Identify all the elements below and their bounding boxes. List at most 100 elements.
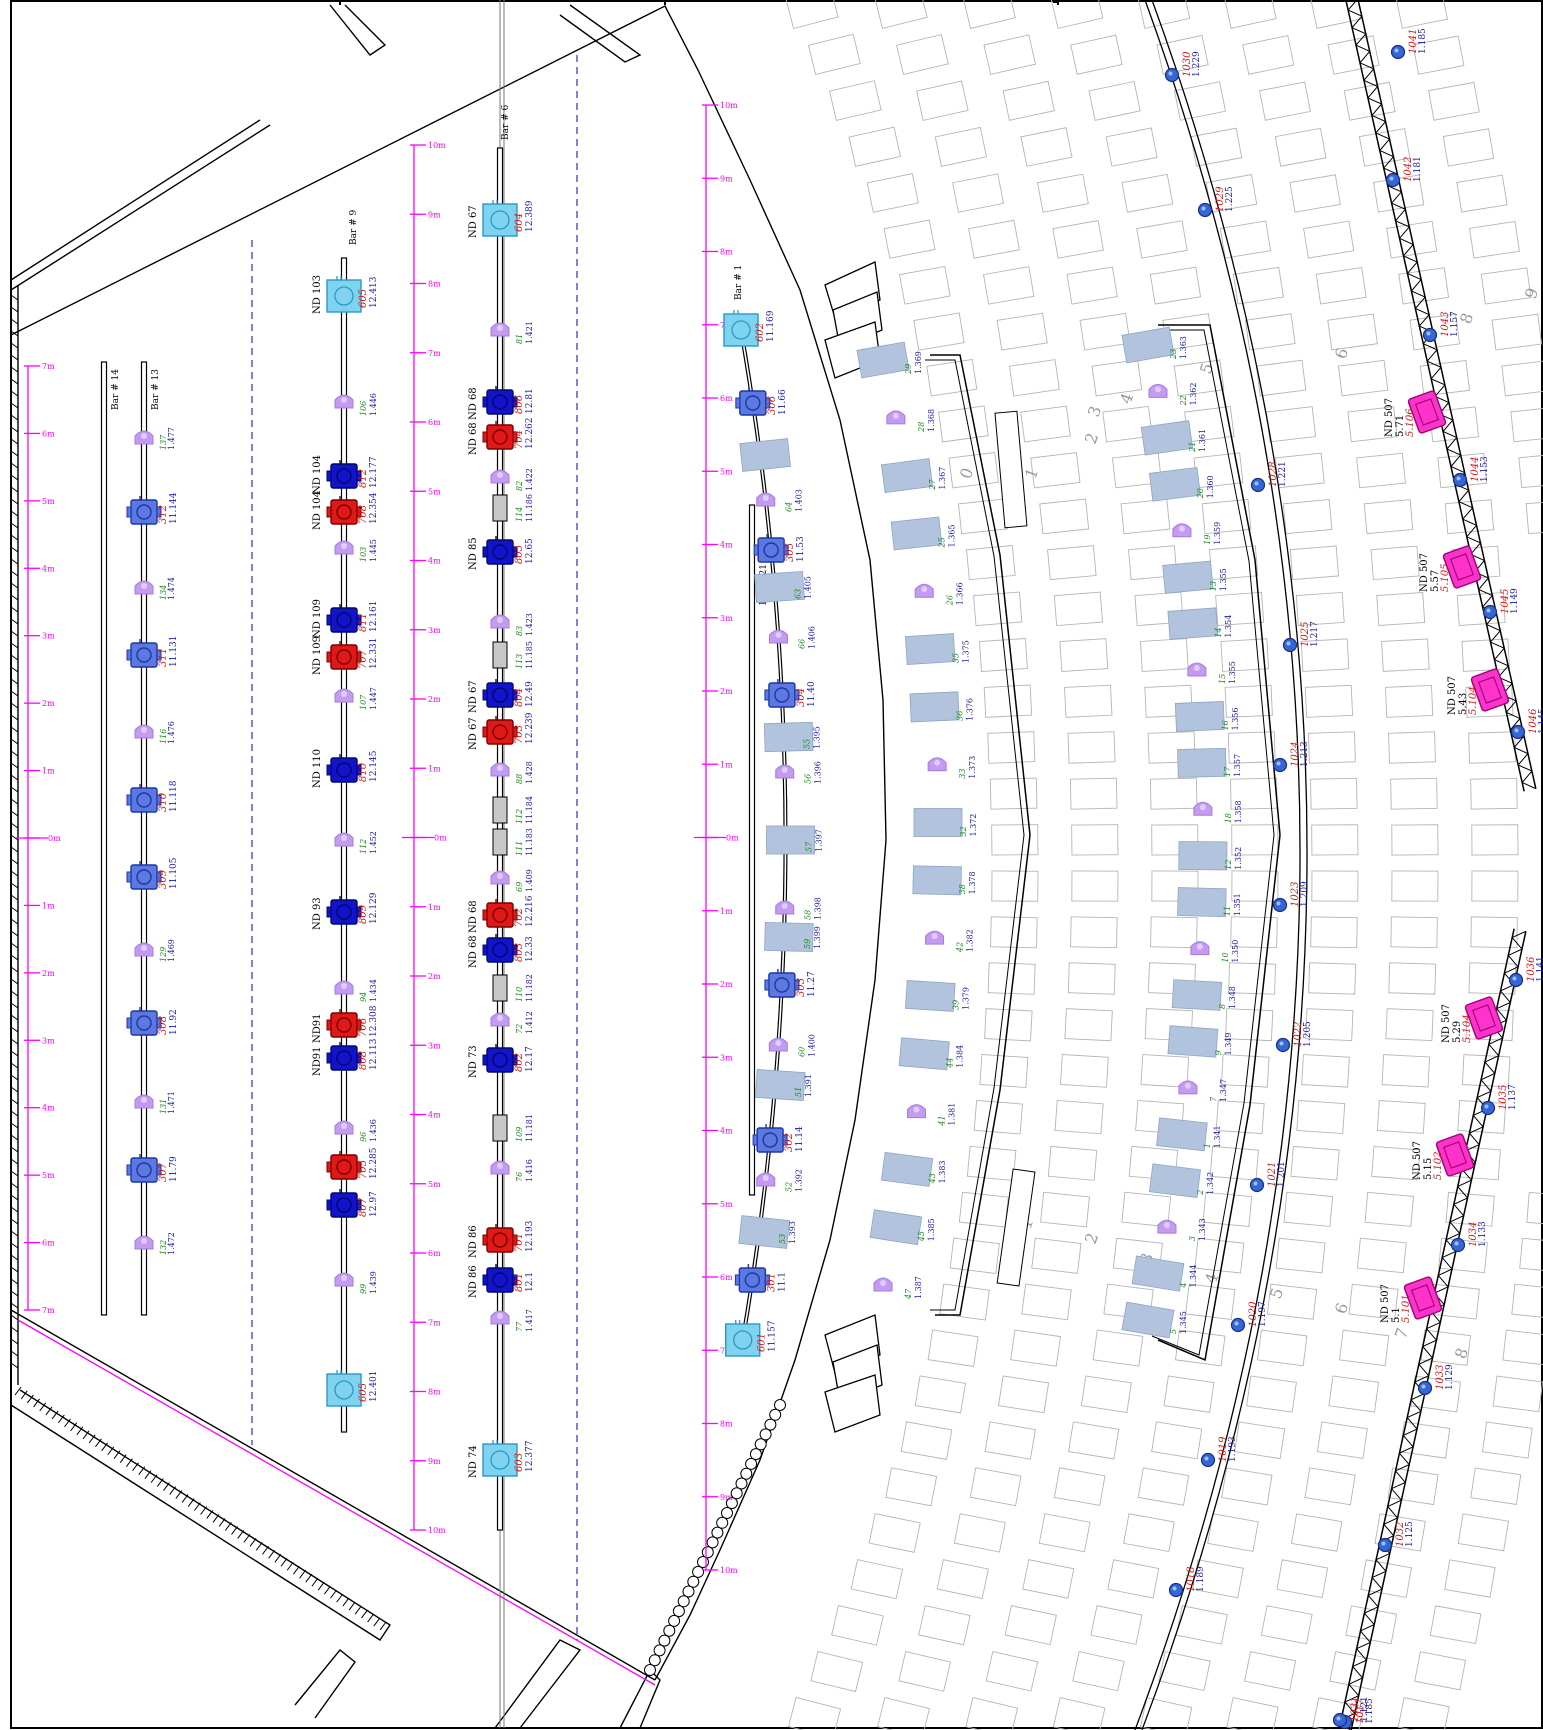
seat xyxy=(874,0,928,30)
seat xyxy=(898,1651,952,1692)
seat xyxy=(1004,1605,1057,1646)
seat xyxy=(1090,1605,1143,1645)
magenta-fixture-id: ND 507 xyxy=(1419,553,1430,592)
fixture-address: 12.97 xyxy=(369,1191,379,1217)
seat xyxy=(958,1191,1009,1228)
wash-address: 1.369 xyxy=(914,351,923,374)
seat xyxy=(985,1651,1039,1692)
seat xyxy=(969,1467,1022,1507)
wash-fixture-icon xyxy=(334,394,354,409)
truss-light-address: 1.213 xyxy=(1300,741,1310,767)
seat xyxy=(1225,1008,1274,1042)
seat xyxy=(1395,0,1448,29)
truss-light-channel: 1030 xyxy=(1182,51,1193,77)
truss-light-address: 1.217 xyxy=(1310,621,1320,647)
wash-address: 1.342 xyxy=(1206,1172,1215,1195)
fixture-id-label: ND 104 xyxy=(312,455,323,494)
seat xyxy=(1275,1237,1326,1274)
wash-address: 11.184 xyxy=(525,796,534,824)
seat xyxy=(807,33,861,75)
truss-light-icon xyxy=(1272,897,1288,913)
truss-light-channel: 1020 xyxy=(1248,1301,1259,1327)
seat xyxy=(963,0,1016,29)
seat xyxy=(1381,1054,1431,1088)
fixture-id-label: ND 110 xyxy=(312,749,323,788)
seat xyxy=(1289,174,1341,213)
wash-fixture-icon xyxy=(490,1012,510,1027)
seat xyxy=(1266,1283,1318,1320)
wash-address: 1.417 xyxy=(525,1309,534,1332)
seat xyxy=(1215,591,1265,627)
wash-address: 1.428 xyxy=(525,761,534,784)
truss-light-address: 1.229 xyxy=(1192,51,1202,77)
seat xyxy=(1219,220,1272,259)
wash-fixture-icon xyxy=(334,688,354,703)
wash-fixture-icon xyxy=(490,322,510,337)
wash-channel: 113 xyxy=(515,654,524,669)
seat xyxy=(1390,777,1438,810)
truss-light-channel: 1032 xyxy=(1395,1522,1406,1547)
fixture-address: 12.389 xyxy=(525,200,535,232)
truss-light-channel: 1043 xyxy=(1440,312,1451,337)
wash-channel: 57 xyxy=(805,841,814,852)
panel-fixture-icon xyxy=(898,1037,950,1071)
wash-channel: 26 xyxy=(945,595,954,606)
seat xyxy=(1526,1191,1543,1227)
wash-channel: 96 xyxy=(359,1132,368,1142)
profile-fixture-icon xyxy=(126,1007,162,1036)
seat xyxy=(1220,1054,1270,1088)
seat xyxy=(1329,1651,1382,1691)
ruler-label: 4m xyxy=(428,1111,441,1120)
seat xyxy=(1290,1145,1340,1181)
seat xyxy=(1030,452,1081,489)
seat xyxy=(1231,824,1279,856)
truss-light-address: 1.129 xyxy=(1445,1364,1455,1390)
seat xyxy=(973,1099,1023,1135)
seat xyxy=(1175,1605,1228,1645)
seat xyxy=(1387,1467,1439,1506)
ruler-label: 5m xyxy=(428,1180,441,1189)
wash-channel: 12 xyxy=(1224,860,1233,870)
truss-light-channel: 1041 xyxy=(1408,29,1419,54)
seat xyxy=(1047,545,1097,581)
fixture-channel: 704 xyxy=(514,430,525,449)
ruler-label: 4m xyxy=(42,1104,55,1113)
wash-address: 1.412 xyxy=(525,1011,534,1034)
cyan-fixture-icon xyxy=(326,276,362,313)
seat xyxy=(1456,174,1508,213)
seat xyxy=(1149,266,1202,305)
seat xyxy=(1054,1099,1104,1135)
wash-channel: 69 xyxy=(515,882,524,892)
truss-light-icon xyxy=(1480,1100,1496,1116)
wash-fixture-icon xyxy=(927,757,947,772)
seat xyxy=(965,1696,1019,1730)
wash-fixture-icon xyxy=(1172,523,1192,538)
seat xyxy=(1111,452,1163,489)
fixture-channel: 303 xyxy=(796,978,807,997)
seat xyxy=(1123,1513,1175,1553)
fixture-channel: 806 xyxy=(514,394,525,414)
seat xyxy=(1144,1008,1193,1042)
seat xyxy=(1120,498,1171,535)
cyan-fixture-icon xyxy=(482,200,518,237)
seat xyxy=(1295,591,1345,626)
wash-channel: 14 xyxy=(1214,627,1223,637)
magenta-fixture-channel: 5.102 xyxy=(1433,1151,1444,1180)
cyan-fixture-icon xyxy=(723,310,759,347)
wash-address: 1.368 xyxy=(927,409,936,432)
ruler-label: 9m xyxy=(720,1493,733,1502)
wash-channel: 29 xyxy=(904,364,913,375)
ruler-label: 5m xyxy=(42,497,55,506)
seat xyxy=(1128,545,1178,581)
wash-address: 1.341 xyxy=(1213,1125,1222,1148)
ruler-label: 4m xyxy=(42,564,55,573)
wash-channel: 36 xyxy=(956,711,965,721)
ruler-label: 6m xyxy=(428,418,441,427)
seat xyxy=(1070,34,1123,75)
wash-address: 1.365 xyxy=(948,525,957,548)
diagonal-ruler xyxy=(17,1319,656,1686)
truss-light-address: 1.197 xyxy=(1258,1301,1268,1327)
ruler-label: 6m xyxy=(42,429,55,438)
wash-address: 1.357 xyxy=(1233,754,1242,777)
seat xyxy=(1151,870,1199,902)
